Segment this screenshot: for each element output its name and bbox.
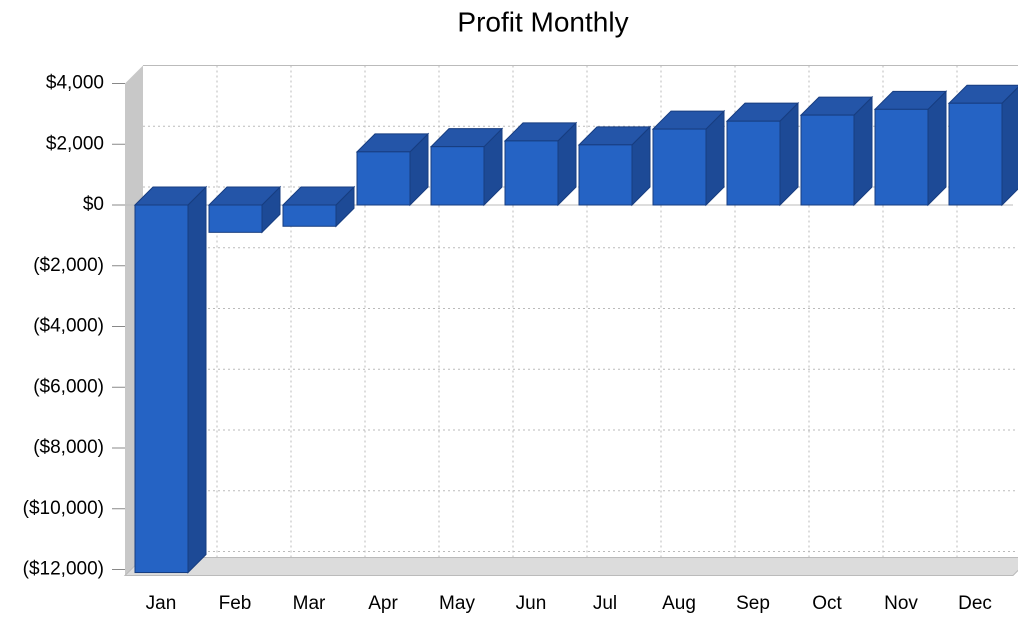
x-tick-label: Feb [219, 593, 252, 614]
y-tick-label: ($6,000) [33, 376, 104, 397]
bar [429, 127, 504, 207]
bar [873, 90, 948, 207]
x-tick-label: Nov [884, 593, 918, 614]
x-tick-label: Sep [736, 593, 770, 614]
x-tick-label: Jan [146, 593, 177, 614]
bar-front [356, 151, 411, 206]
y-tick-label: ($10,000) [23, 498, 104, 519]
x-tick-label: May [439, 593, 475, 614]
bar-front [578, 144, 633, 206]
bar-front [430, 146, 485, 206]
bar [799, 95, 874, 207]
x-tick-label: Aug [662, 593, 696, 614]
bar [133, 185, 208, 574]
bar-side [853, 95, 873, 207]
x-tick-label: Apr [368, 593, 398, 614]
x-tick-label: Dec [958, 593, 992, 614]
x-tick-label: Jul [593, 593, 617, 614]
bar-front [208, 204, 263, 233]
bar [355, 132, 430, 207]
x-tick-label: Mar [293, 593, 326, 614]
y-tick-label: ($4,000) [33, 316, 104, 337]
bar-front [948, 102, 1003, 206]
bar-front [652, 128, 707, 206]
bar [207, 185, 282, 234]
bar [651, 109, 726, 207]
bar-front [874, 108, 929, 206]
y-tick-label: $4,000 [46, 73, 104, 94]
bar-front [134, 204, 189, 574]
bar-side [927, 90, 947, 207]
y-tick-label: $2,000 [46, 133, 104, 154]
bar [947, 84, 1018, 207]
y-tick-label: $0 [83, 194, 104, 215]
bar-front [726, 120, 781, 206]
x-tick-label: Oct [812, 593, 842, 614]
y-tick-label: ($2,000) [33, 255, 104, 276]
bar-side [187, 185, 207, 574]
bar [725, 101, 800, 207]
floor [123, 557, 1018, 576]
bar [577, 125, 652, 207]
y-tick-label: ($12,000) [23, 559, 104, 580]
bar [281, 185, 356, 228]
bar [503, 121, 578, 207]
y-tick-label: ($8,000) [33, 437, 104, 458]
chart-title: Profit Monthly [457, 6, 628, 37]
bar-front [504, 140, 559, 206]
bar-side [1001, 86, 1018, 207]
bar-front [800, 114, 855, 206]
bar-front [282, 204, 337, 227]
x-tick-label: Jun [516, 593, 547, 614]
